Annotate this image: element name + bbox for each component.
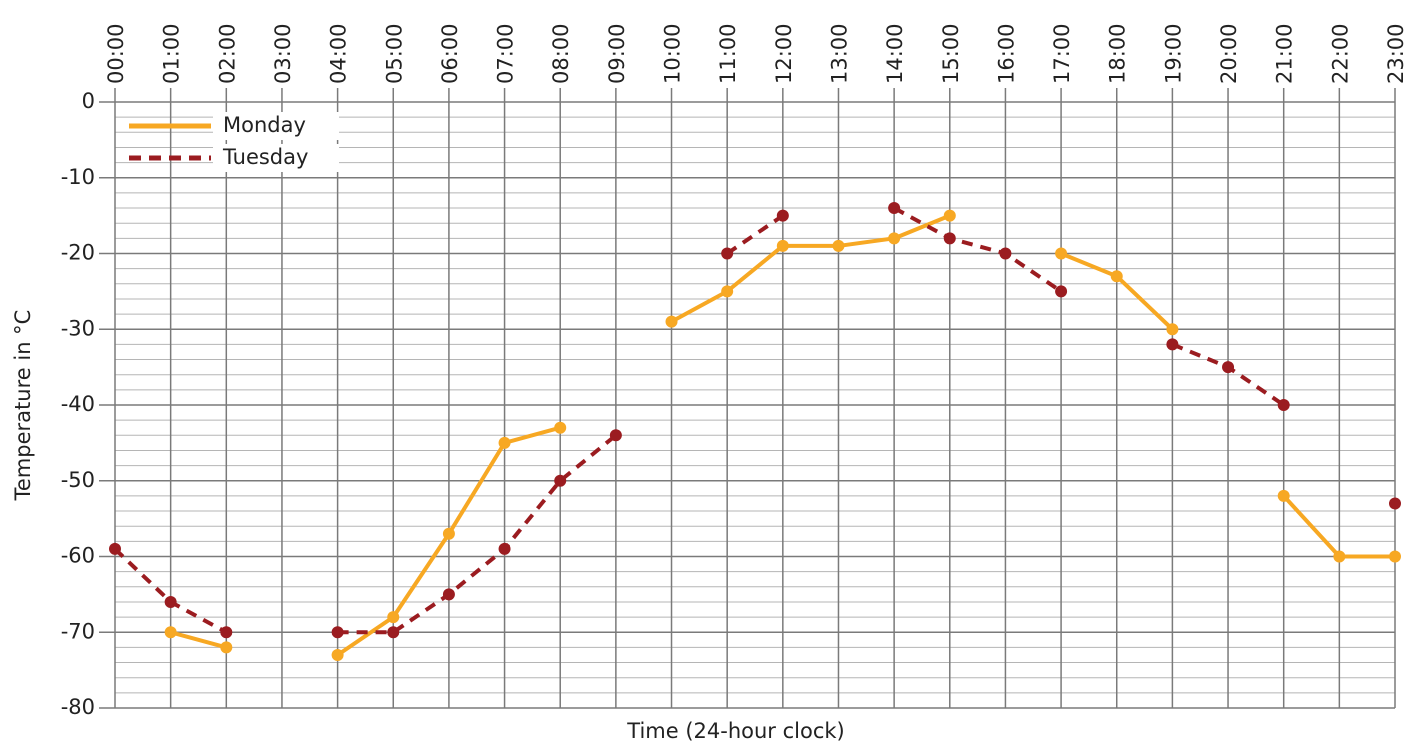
x-tick-label: 22:00 [1328, 23, 1352, 84]
x-tick-label: 07:00 [494, 23, 518, 84]
x-tick-label: 17:00 [1050, 23, 1074, 84]
data-point [944, 232, 956, 244]
data-point [888, 202, 900, 214]
x-tick-label: 15:00 [939, 23, 963, 84]
x-tick-label: 04:00 [327, 23, 351, 84]
data-point [443, 528, 455, 540]
data-point [387, 626, 399, 638]
data-point [944, 210, 956, 222]
x-tick-label: 23:00 [1384, 23, 1408, 84]
x-tick-label: 05:00 [382, 23, 406, 84]
x-tick-label: 00:00 [104, 23, 128, 84]
data-point [1389, 497, 1401, 509]
data-point [610, 429, 622, 441]
data-point [777, 210, 789, 222]
x-tick-label: 18:00 [1106, 23, 1130, 84]
data-point [499, 437, 511, 449]
y-tick-label: -60 [61, 544, 95, 568]
x-tick-label: 01:00 [160, 23, 184, 84]
data-point [332, 626, 344, 638]
x-tick-label: 14:00 [883, 23, 907, 84]
y-tick-label: -80 [61, 695, 95, 719]
y-axis-label: Temperature in °C [11, 310, 35, 502]
data-point [554, 475, 566, 487]
data-point [721, 248, 733, 260]
x-tick-label: 10:00 [661, 23, 685, 84]
x-tick-label: 19:00 [1161, 23, 1185, 84]
y-tick-label: -30 [61, 316, 95, 340]
data-point [1166, 323, 1178, 335]
x-tick-label: 06:00 [438, 23, 462, 84]
x-tick-label: 20:00 [1217, 23, 1241, 84]
data-point [832, 240, 844, 252]
data-point [1055, 285, 1067, 297]
y-tick-label: -40 [61, 392, 95, 416]
data-point [387, 611, 399, 623]
data-point [1222, 361, 1234, 373]
data-point [109, 543, 121, 555]
y-tick-label: -10 [61, 165, 95, 189]
x-tick-label: 11:00 [716, 23, 740, 84]
data-point [1278, 399, 1290, 411]
legend-label: Tuesday [222, 145, 308, 169]
data-point [999, 248, 1011, 260]
data-point [332, 649, 344, 661]
data-point [666, 316, 678, 328]
data-point [1055, 248, 1067, 260]
x-tick-label: 02:00 [215, 23, 239, 84]
x-tick-label: 13:00 [827, 23, 851, 84]
data-point [443, 588, 455, 600]
legend-label: Monday [223, 113, 306, 137]
data-point [499, 543, 511, 555]
data-point [1333, 551, 1345, 563]
data-point [165, 626, 177, 638]
y-tick-label: -20 [61, 241, 95, 265]
data-point [220, 626, 232, 638]
y-tick-label: -70 [61, 619, 95, 643]
data-point [165, 596, 177, 608]
chart: Time (24-hour clock) Temperature in °C -… [0, 0, 1418, 751]
data-point [220, 641, 232, 653]
data-point [1111, 270, 1123, 282]
x-tick-label: 08:00 [549, 23, 573, 84]
x-tick-label: 09:00 [605, 23, 629, 84]
y-tick-label: 0 [82, 89, 95, 113]
data-point [1278, 490, 1290, 502]
x-tick-label: 03:00 [271, 23, 295, 84]
x-tick-label: 21:00 [1273, 23, 1297, 84]
data-point [888, 232, 900, 244]
data-point [777, 240, 789, 252]
x-tick-label: 16:00 [994, 23, 1018, 84]
x-axis-label: Time (24-hour clock) [626, 719, 844, 743]
y-tick-label: -50 [61, 468, 95, 492]
data-point [1166, 338, 1178, 350]
data-point [554, 422, 566, 434]
data-point [721, 285, 733, 297]
x-tick-label: 12:00 [772, 23, 796, 84]
data-point [1389, 551, 1401, 563]
